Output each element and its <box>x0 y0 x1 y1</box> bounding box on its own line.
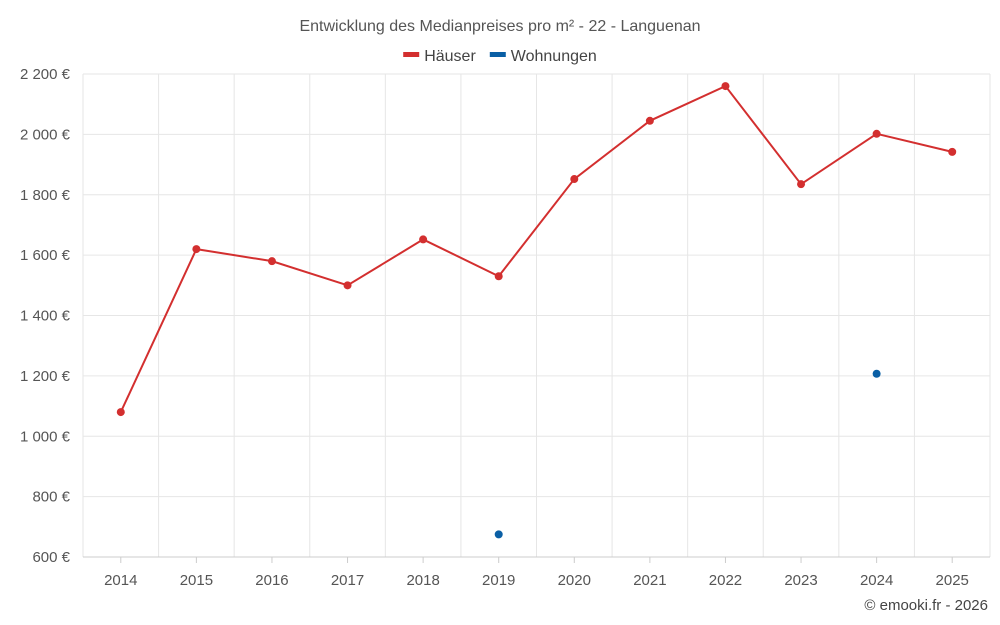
y-tick-label: 1 200 € <box>20 368 71 385</box>
data-point[interactable] <box>116 408 125 417</box>
y-tick-label: 2 200 € <box>20 66 71 83</box>
data-point[interactable] <box>570 175 579 184</box>
data-point[interactable] <box>872 369 881 378</box>
legend-item-2[interactable]: Wohnungen <box>489 48 597 65</box>
x-tick-label: 2023 <box>784 572 817 589</box>
x-tick-label: 2017 <box>331 572 364 589</box>
data-point[interactable] <box>645 116 654 125</box>
y-tick-label: 1 000 € <box>20 428 71 445</box>
data-point[interactable] <box>267 257 276 266</box>
data-point[interactable] <box>494 530 503 539</box>
data-point[interactable] <box>419 235 428 244</box>
credit-text: © emooki.fr - 2026 <box>864 597 988 614</box>
x-tick-label: 2014 <box>104 572 137 589</box>
x-tick-label: 2015 <box>180 572 213 589</box>
data-point[interactable] <box>948 147 957 156</box>
legend-swatch <box>403 52 420 57</box>
data-point[interactable] <box>343 281 352 290</box>
axes: 600 € 800 € 1 000 € 1 200 € 1 400 € 1 600 € 1 … <box>20 66 990 589</box>
y-tick-label: 800 € <box>32 489 70 506</box>
data-point[interactable] <box>192 245 201 254</box>
grid <box>82 73 991 558</box>
legend-swatch <box>489 52 506 57</box>
series-2 <box>494 369 881 539</box>
chart-title: Entwicklung des Medianpreises pro m² - 2… <box>299 18 700 35</box>
legend-item-1[interactable]: Häuser <box>403 48 476 65</box>
x-tick-label: 2019 <box>482 572 515 589</box>
x-tick-label: 2024 <box>860 572 893 589</box>
x-tick-label: 2021 <box>633 572 666 589</box>
y-tick-label: 2 000 € <box>20 126 71 143</box>
x-tick-label: 2020 <box>558 572 591 589</box>
legend: Häuser Wohnungen <box>403 48 597 65</box>
x-tick-label: 2016 <box>255 572 288 589</box>
series-line <box>119 84 953 413</box>
y-tick-label: 600 € <box>32 549 70 566</box>
y-tick-label: 1 600 € <box>20 247 71 264</box>
x-tick-label: 2025 <box>936 572 969 589</box>
x-tick-label: 2018 <box>406 572 439 589</box>
y-tick-label: 1 400 € <box>20 308 71 325</box>
series-1 <box>116 82 957 417</box>
legend-label: Wohnungen <box>511 48 597 65</box>
data-point[interactable] <box>721 82 730 91</box>
x-tick-label: 2022 <box>709 572 742 589</box>
legend-label: Häuser <box>424 48 476 65</box>
data-point[interactable] <box>797 180 806 189</box>
series-layer <box>116 82 957 539</box>
y-tick-label: 1 800 € <box>20 187 71 204</box>
data-point[interactable] <box>872 129 881 138</box>
data-point[interactable] <box>494 272 503 281</box>
